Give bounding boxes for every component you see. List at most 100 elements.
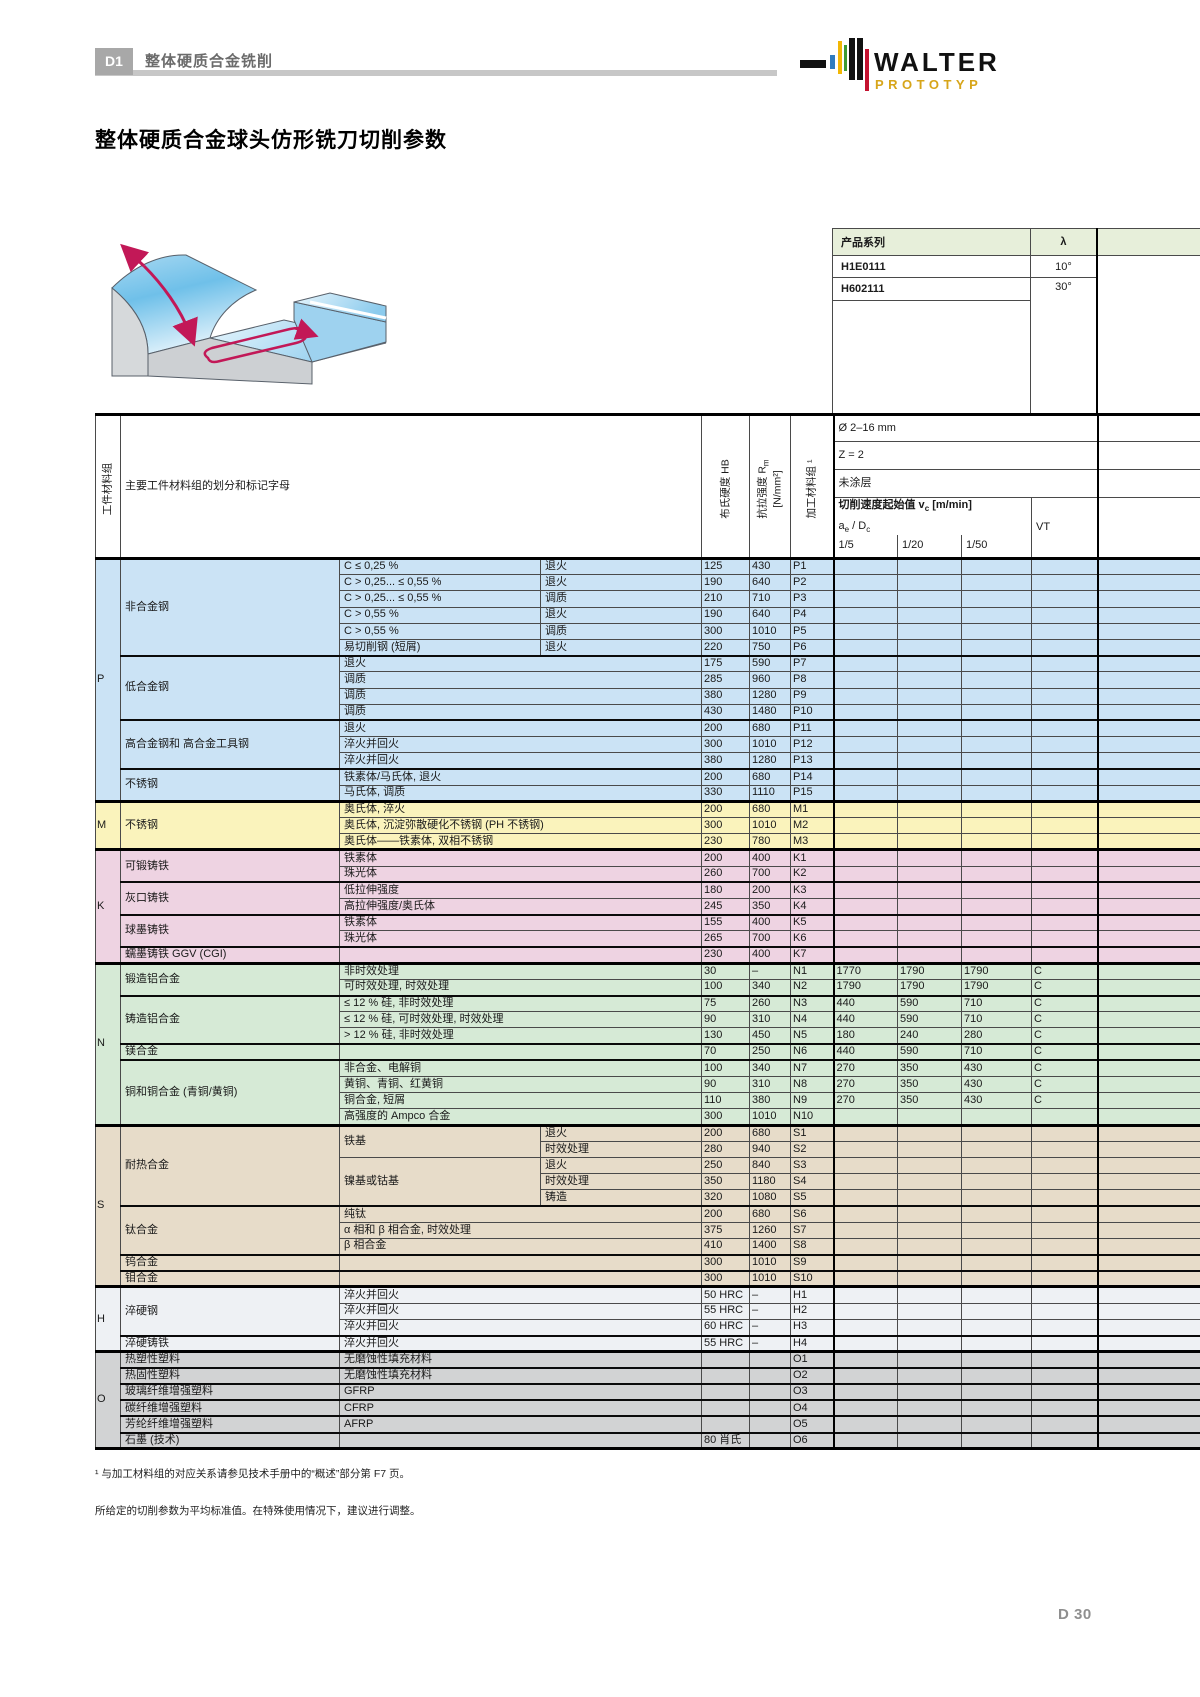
vc-1-50-cell	[961, 799, 1032, 819]
vc-1-5-cell	[832, 606, 898, 624]
vc-1-50-cell	[961, 848, 1032, 867]
vc-1-50-cell	[961, 736, 1032, 754]
vc-1-5-cell	[832, 1302, 898, 1320]
hardness-hb-cell: 75	[701, 994, 750, 1013]
vc-1-5-cell	[832, 1399, 898, 1417]
table-row: 钼合金 300 1010 S10	[96, 1269, 1200, 1288]
table-row: 高拉伸强度/奥氏体 245 350 K4	[96, 897, 1200, 916]
material-group-letter: N	[95, 961, 121, 1126]
subdivision-cell: 珠光体	[339, 930, 702, 948]
hardness-hb-cell: 80 肖氏	[701, 1431, 750, 1450]
strength-rm-cell: 1010	[749, 816, 791, 835]
right-cut-cell	[1096, 1043, 1200, 1061]
hardness-hb-cell: 155	[701, 913, 750, 932]
hardness-hb-cell: 210	[701, 590, 750, 608]
hardness-hb-cell: 375	[701, 1221, 750, 1239]
vc-1-50-cell	[961, 881, 1032, 899]
vc-1-50-cell: 280	[961, 1027, 1032, 1045]
vc-1-20-cell	[897, 557, 962, 576]
hardness-hb-cell: 300	[701, 622, 750, 640]
table-row: 钨合金 300 1010 S9	[96, 1253, 1200, 1272]
hardness-hb-cell: 55 HRC	[701, 1334, 750, 1353]
product-lambda-value: 10°	[1029, 255, 1098, 278]
chapter-title: 整体硬质合金铣削	[145, 53, 274, 70]
hardness-hb-cell: 60 HRC	[701, 1318, 750, 1337]
vt-cell	[1030, 784, 1099, 802]
subdivision-cell: ≤ 12 % 硅, 可时效处理, 时效处理	[339, 1011, 702, 1029]
vc-1-5-cell	[832, 654, 898, 673]
treatment-cell: 退火	[540, 1156, 702, 1175]
subdivision-cell: 马氏体, 调质	[339, 784, 702, 802]
right-cut-cell	[1096, 1269, 1200, 1288]
vc-1-5-cell: 1770	[832, 961, 898, 980]
hardness-hb-cell: 50 HRC	[701, 1285, 750, 1304]
table-row: 铸造 320 1080 S5	[96, 1189, 1200, 1207]
vc-1-50-cell	[961, 671, 1032, 689]
hardness-hb-cell: 200	[701, 799, 750, 819]
subdivision-cell: 可时效处理, 时效处理	[339, 978, 702, 997]
vc-1-5-cell	[832, 557, 898, 576]
strength-rm-cell	[749, 1366, 791, 1385]
right-cut-cell	[1096, 1140, 1200, 1158]
vt-cell: C	[1030, 978, 1099, 997]
right-cut-cell	[1096, 1173, 1200, 1191]
material-group-name: 钛合金	[120, 1205, 340, 1256]
vc-1-5-cell	[832, 1383, 898, 1401]
right-cut-cell	[1096, 881, 1200, 899]
table-row: 高强度的 Ampco 合金 300 1010 N10	[96, 1108, 1200, 1126]
vc-1-50-cell	[961, 1334, 1032, 1353]
strength-rm-cell: 1280	[749, 687, 791, 705]
chapter-badge: D1	[95, 48, 133, 75]
right-cut-cell	[1096, 1221, 1200, 1239]
col-header-hardness-hb: 布氏硬度 HB	[701, 414, 750, 560]
right-cut-cell	[1096, 930, 1200, 948]
hardness-hb-cell: 280	[701, 1140, 750, 1158]
table-row: 蠕墨铸铁 GGV (CGI) 230 400 K7	[96, 945, 1200, 964]
vc-1-20-cell	[897, 816, 962, 835]
vt-cell	[1030, 752, 1099, 770]
vc-1-20-cell	[897, 1140, 962, 1158]
vc-1-5-cell	[832, 1318, 898, 1337]
vt-cell: C	[1030, 1059, 1099, 1078]
vc-1-50-cell: 710	[961, 1011, 1032, 1029]
subdivision-cell: 淬火并回火	[339, 752, 702, 770]
material-group-name: 高合金钢和 高合金工具钢	[120, 719, 340, 770]
right-cut-cell	[1096, 1383, 1200, 1401]
product-extra-cell	[1096, 255, 1200, 413]
workpiece-groove	[309, 300, 387, 320]
table-row: 球墨铸铁 铁素体 155 400 K5	[96, 913, 1200, 948]
vc-1-20-cell	[897, 671, 962, 689]
table-row: 玻璃纤维增强塑料 GFRP O3	[96, 1383, 1200, 1401]
strength-rm-cell: 1010	[749, 736, 791, 754]
vt-cell	[1030, 930, 1099, 948]
subdivision-cell: C > 0,55 %	[339, 606, 541, 624]
right-cut-cell	[1096, 784, 1200, 802]
vc-1-20-cell	[897, 638, 962, 657]
strength-rm-cell: 590	[749, 654, 791, 673]
product-series-header: 产品系列	[832, 228, 1031, 256]
vt-cell	[1030, 606, 1099, 624]
right-cut-cell	[1096, 574, 1200, 592]
strength-rm-cell: 680	[749, 1204, 791, 1223]
machining-group-code-cell: N3	[790, 994, 834, 1013]
vc-1-5-cell	[832, 767, 898, 786]
vc-1-50-cell	[961, 1350, 1032, 1369]
vc-1-50-cell	[961, 930, 1032, 948]
vc-1-50-cell	[961, 557, 1032, 576]
table-row: H 淬硬钢 淬火并回火 50 HRC – H1	[95, 1285, 1200, 1353]
vt-cell: C	[1030, 1011, 1099, 1029]
main-table-body: P 非合金钢 C ≤ 0,25 % 退火 125 430 P1 C > 0,25... ≤ 0…	[95, 557, 1200, 1450]
material-group-name: 芳纶纤维增强塑料	[120, 1415, 340, 1434]
table-row: 热固性塑料 无磨蚀性填充材料 O2	[96, 1366, 1200, 1385]
vt-cell	[1030, 1399, 1099, 1417]
vc-1-20-cell	[897, 913, 962, 932]
machining-group-code-cell: N6	[790, 1043, 834, 1061]
vc-1-20-cell	[897, 590, 962, 608]
vc-1-20-cell	[897, 945, 962, 964]
hardness-hb-cell: 220	[701, 638, 750, 657]
subdivision-cell: GFRP	[339, 1383, 702, 1401]
treatment-cell: 退火	[540, 606, 702, 624]
vt-cell: C	[1030, 1043, 1099, 1061]
subdivision-cell: 易切削钢 (短屑)	[339, 638, 541, 657]
vc-1-5-cell	[832, 622, 898, 640]
